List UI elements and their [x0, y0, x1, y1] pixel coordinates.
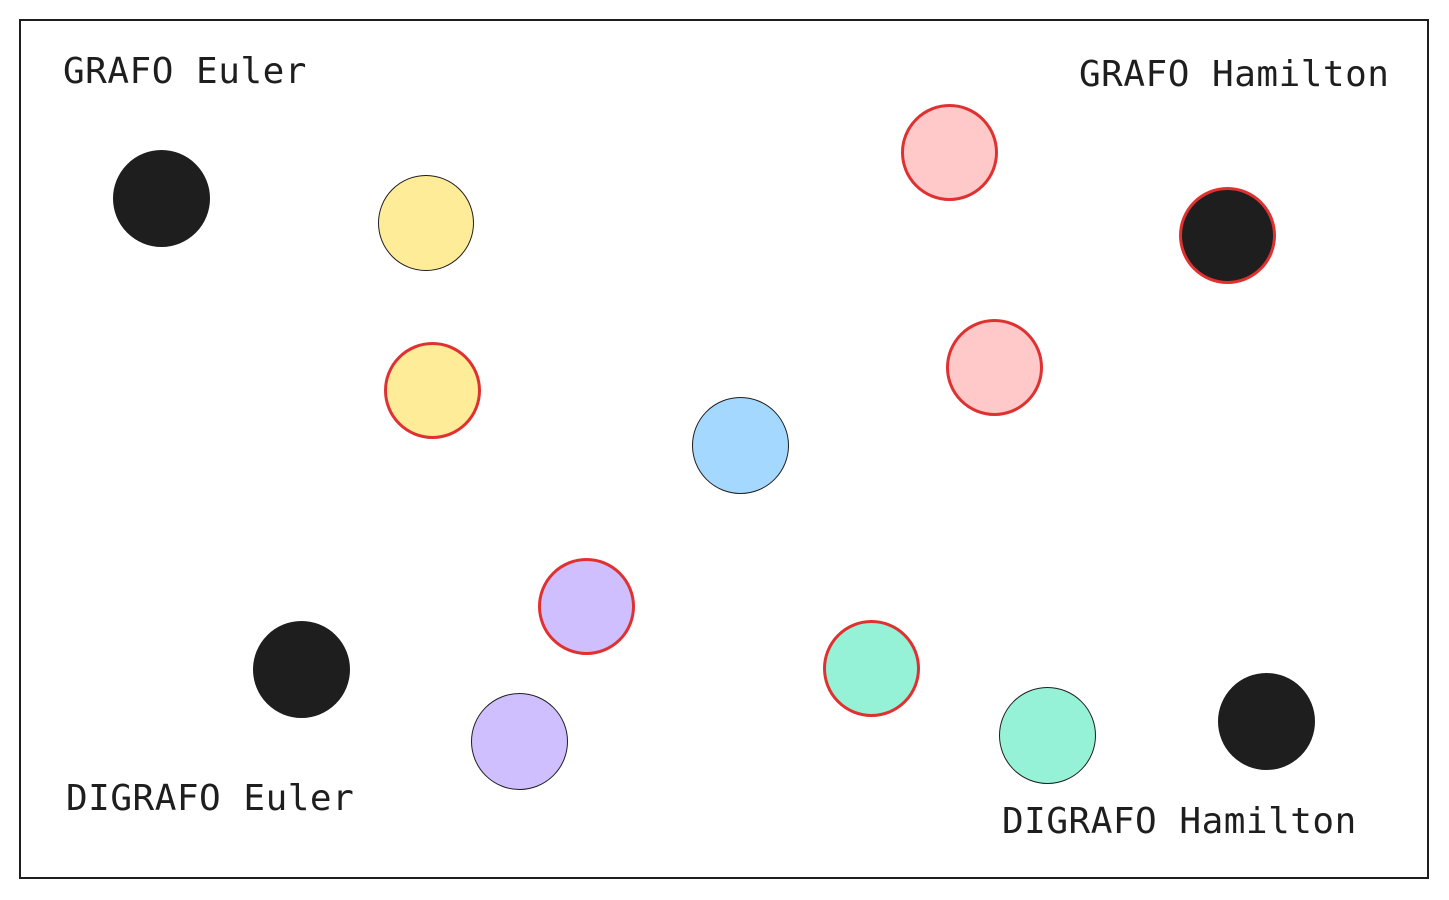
node-black-bottom-left — [253, 621, 350, 718]
label-grafo-euler: GRAFO Euler — [63, 51, 307, 92]
node-black-bottom-right — [1218, 673, 1315, 770]
node-yellow-upper — [378, 175, 474, 271]
node-yellow-lower — [384, 342, 481, 439]
node-green-upper — [823, 620, 920, 717]
label-grafo-hamilton: GRAFO Hamilton — [1079, 54, 1390, 95]
node-black-top-left — [113, 150, 210, 247]
node-pink-upper — [901, 104, 998, 201]
node-purple-upper — [538, 558, 635, 655]
node-black-top-right — [1179, 187, 1276, 284]
node-pink-lower — [946, 319, 1043, 416]
label-digrafo-euler: DIGRAFO Euler — [66, 778, 355, 819]
node-green-lower — [999, 687, 1096, 784]
diagram-frame — [19, 19, 1429, 879]
node-purple-lower — [471, 693, 568, 790]
node-blue-center — [692, 397, 789, 494]
label-digrafo-hamilton: DIGRAFO Hamilton — [1002, 801, 1357, 842]
